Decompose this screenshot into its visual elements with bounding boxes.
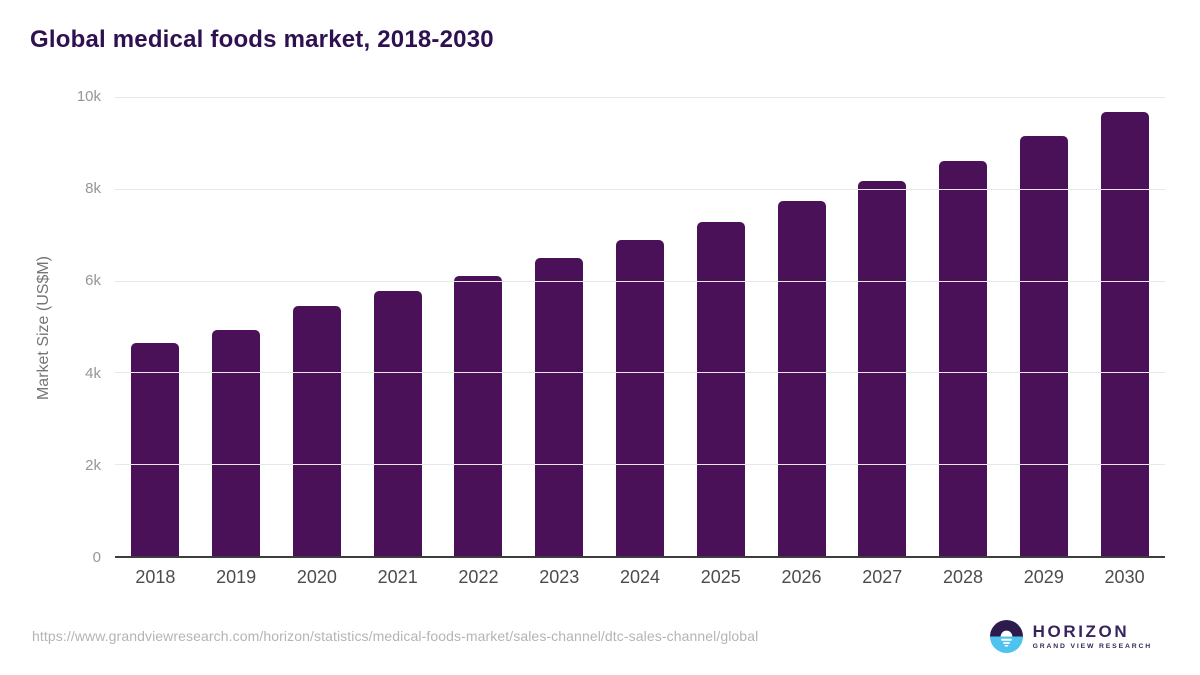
x-tick-label: 2028 bbox=[943, 567, 984, 587]
bar-slot bbox=[1003, 97, 1084, 556]
x-tick-label: 2024 bbox=[619, 567, 660, 587]
y-axis-ticks: 10k 8k 6k 4k 2k 0 bbox=[0, 88, 101, 566]
x-tick-label: 2029 bbox=[1023, 567, 1064, 587]
bar-2030 bbox=[1100, 111, 1149, 556]
horizon-sun-icon bbox=[989, 620, 1023, 653]
x-tick-label: 2022 bbox=[458, 567, 499, 587]
bar-slot bbox=[438, 97, 519, 556]
gridline bbox=[115, 464, 1165, 466]
bar-slot bbox=[1084, 97, 1165, 556]
x-tick-label: 2025 bbox=[700, 567, 741, 587]
gridline bbox=[115, 97, 1165, 98]
y-tick-label: 4k bbox=[85, 364, 101, 382]
x-tick-label: 2030 bbox=[1104, 567, 1145, 587]
logo-text: HORIZON GRAND VIEW RESEARCH bbox=[1033, 623, 1152, 650]
gridline bbox=[115, 280, 1165, 282]
bar-series bbox=[115, 97, 1165, 556]
y-tick-label: 0 bbox=[92, 549, 101, 566]
logo-title: HORIZON bbox=[1032, 622, 1130, 642]
bar-slot bbox=[842, 97, 923, 556]
bar-2018 bbox=[131, 343, 180, 556]
bar-slot bbox=[600, 97, 681, 556]
logo-subtitle: GRAND VIEW RESEARCH bbox=[1032, 642, 1152, 650]
x-tick-label: 2023 bbox=[539, 567, 580, 587]
bar-2022 bbox=[454, 275, 503, 556]
bar-2028 bbox=[939, 160, 988, 556]
bar-slot bbox=[357, 97, 438, 556]
bar-2019 bbox=[212, 330, 261, 556]
bar-2020 bbox=[292, 305, 341, 556]
gridline bbox=[115, 188, 1165, 190]
source-url: https://www.grandviewresearch.com/horizo… bbox=[32, 628, 759, 644]
y-tick-label: 10k bbox=[76, 88, 101, 105]
x-tick-label: 2020 bbox=[296, 567, 337, 587]
bar-slot bbox=[923, 97, 1004, 556]
plot-area bbox=[115, 97, 1165, 558]
bar-2024 bbox=[615, 239, 664, 556]
bar-2025 bbox=[696, 221, 745, 556]
bar-slot bbox=[196, 97, 277, 556]
y-tick-label: 6k bbox=[85, 272, 101, 290]
bar-slot bbox=[115, 97, 196, 556]
x-tick-label: 2021 bbox=[377, 567, 418, 587]
bar-2023 bbox=[535, 257, 584, 556]
gridline bbox=[115, 372, 1165, 374]
y-tick-label: 8k bbox=[85, 180, 101, 198]
x-axis-labels: 2018 2019 2020 2021 2022 2023 2024 2025 2026 2027… bbox=[115, 567, 1165, 588]
x-tick-label: 2018 bbox=[135, 567, 176, 587]
x-tick-label: 2026 bbox=[781, 567, 822, 587]
x-tick-label: 2019 bbox=[216, 567, 257, 587]
bar-slot bbox=[680, 97, 761, 556]
horizon-logo: HORIZON GRAND VIEW RESEARCH bbox=[989, 620, 1152, 653]
y-tick-label: 2k bbox=[85, 456, 101, 474]
bar-2021 bbox=[373, 291, 422, 556]
chart-title: Global medical foods market, 2018-2030 bbox=[30, 26, 494, 53]
bar-slot bbox=[277, 97, 358, 556]
x-tick-label: 2027 bbox=[862, 567, 903, 587]
bar-2029 bbox=[1019, 136, 1068, 556]
bar-slot bbox=[761, 97, 842, 556]
bar-slot bbox=[519, 97, 600, 556]
bar-2027 bbox=[858, 181, 907, 556]
bar-2026 bbox=[777, 201, 826, 556]
